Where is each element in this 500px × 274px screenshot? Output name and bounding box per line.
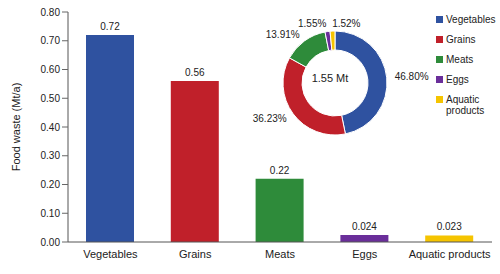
html-text:Grains: Grains [446, 34, 476, 45]
html-text:Aquatic products: Aquatic products [446, 94, 485, 116]
svg-text:Aquatic products: Aquatic products [409, 248, 491, 260]
svg-text:Food waste (Mt/a): Food waste (Mt/a) [10, 83, 22, 172]
html-text:Eggs: Eggs [446, 74, 469, 85]
svg-text:0.40: 0.40 [41, 122, 61, 133]
svg-text:Meats: Meats [265, 248, 295, 260]
svg-text:0.50: 0.50 [41, 93, 61, 104]
html-text:Vegetables: Vegetables [446, 14, 496, 25]
svg-text:0.72: 0.72 [100, 21, 120, 32]
svg-text:Grains: Grains [179, 248, 212, 260]
html-text:Meats: Meats [446, 54, 474, 65]
svg-text:Eggs: Eggs [352, 248, 378, 260]
svg-text:0.10: 0.10 [41, 208, 61, 219]
svg-text:13.91%: 13.91% [266, 29, 300, 40]
svg-text:0.22: 0.22 [270, 165, 290, 176]
svg-text:1.52%: 1.52% [332, 18, 360, 29]
svg-text:0.56: 0.56 [185, 67, 205, 78]
svg-text:1.55%: 1.55% [298, 18, 326, 29]
svg-text:0.30: 0.30 [41, 150, 61, 161]
svg-text:Vegetables: Vegetables [83, 248, 138, 260]
svg-text:0.60: 0.60 [41, 64, 61, 75]
svg-text:0.20: 0.20 [41, 179, 61, 190]
svg-text:0.80: 0.80 [41, 7, 61, 18]
svg-text:0.00: 0.00 [41, 237, 61, 248]
svg-text:1.55 Mt: 1.55 Mt [312, 72, 349, 84]
svg-text:0.024: 0.024 [352, 221, 377, 232]
svg-text:0.70: 0.70 [41, 35, 61, 46]
svg-text:46.80%: 46.80% [395, 71, 429, 82]
svg-text:0.023: 0.023 [437, 221, 462, 232]
svg-text:36.23%: 36.23% [253, 113, 287, 124]
